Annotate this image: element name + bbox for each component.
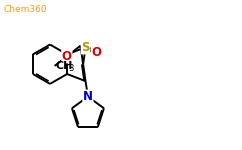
Text: Chem360: Chem360 (3, 5, 47, 14)
Text: O: O (91, 46, 102, 59)
Text: O: O (62, 50, 72, 63)
Text: N: N (83, 90, 93, 103)
Text: CH: CH (56, 61, 73, 71)
Text: 3: 3 (68, 64, 73, 73)
Text: S: S (81, 41, 90, 54)
